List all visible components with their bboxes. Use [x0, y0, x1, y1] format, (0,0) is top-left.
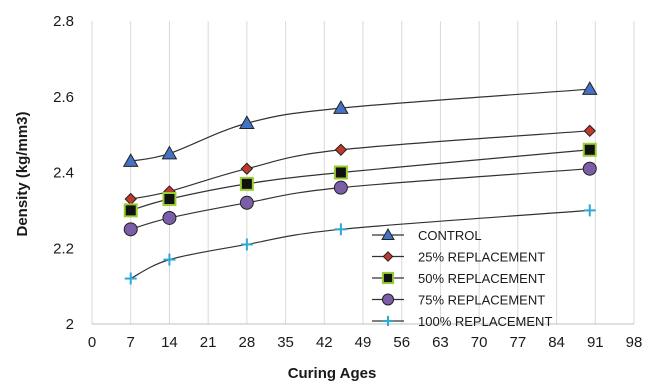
- data-point-s5-28: [240, 238, 253, 251]
- x-tick-label: 7: [127, 334, 135, 351]
- legend-marker-3: [381, 271, 395, 285]
- legend: CONTROL 25% REPLACEMENT 50% REPLACEMENT 75%…: [372, 228, 552, 329]
- data-point-s1-28: [238, 115, 255, 130]
- x-tick-label: 63: [432, 334, 449, 351]
- series-line-5: [130, 209, 590, 280]
- legend-label-3: 50% REPLACEMENT: [418, 271, 545, 286]
- x-tick-label: 0: [88, 334, 96, 351]
- legend-label-1: CONTROL: [418, 228, 482, 243]
- x-axis-label: Curing Ages: [288, 365, 377, 382]
- x-tick-label: 56: [393, 334, 410, 351]
- data-point-s5-14: [163, 253, 176, 266]
- legend-label-2: 25% REPLACEMENT: [418, 250, 545, 265]
- data-point-s1-7: [122, 153, 139, 167]
- y-tick-label: 2.8: [53, 13, 74, 30]
- legend-marker-2: [382, 251, 394, 262]
- data-point-s2-45: [334, 143, 348, 156]
- data-point-s2-28: [240, 162, 254, 175]
- data-point-s4-7: [123, 222, 138, 237]
- x-tick-label: 21: [200, 334, 217, 351]
- x-tick-label: 14: [161, 334, 178, 351]
- x-tick-label: 84: [548, 334, 565, 351]
- x-tick-label: 42: [316, 334, 333, 351]
- x-tick-label: 77: [510, 334, 527, 351]
- x-tick-label: 70: [471, 334, 488, 351]
- legend-label-4: 75% REPLACEMENT: [418, 293, 545, 308]
- data-point-s3-14: [162, 192, 177, 207]
- data-point-s1-14: [161, 145, 178, 160]
- y-tick-label: 2.4: [53, 165, 74, 182]
- data-point-s4-28: [239, 195, 254, 210]
- data-point-s2-7: [124, 192, 137, 206]
- data-point-s3-45: [333, 165, 348, 180]
- series-line-1: [130, 88, 590, 162]
- x-tick-label: 35: [277, 334, 294, 351]
- data-point-s5-90: [583, 204, 596, 217]
- data-point-s3-90: [582, 142, 597, 157]
- y-axis-label: Density (kg/mm3): [14, 111, 31, 236]
- axis-ticks: 0 7 14 21 28 35 42 49 56 63 70 77 84 91 98 2 2.2 2.4 2.6 2.…: [53, 13, 642, 351]
- data-point-s3-28: [239, 176, 254, 191]
- x-tick-label: 91: [587, 334, 604, 351]
- x-tick-label: 28: [239, 334, 256, 351]
- gridlines: [91, 21, 635, 325]
- y-tick-label: 2: [66, 316, 74, 333]
- data-point-s4-90: [582, 161, 597, 176]
- y-tick-label: 2.6: [53, 89, 74, 106]
- x-tick-label: 98: [626, 334, 643, 351]
- data-point-s4-14: [162, 210, 177, 225]
- series-group: [122, 81, 598, 285]
- data-point-s5-45: [334, 223, 347, 236]
- data-point-s2-90: [583, 124, 596, 138]
- data-point-s1-45: [333, 100, 349, 114]
- data-point-s4-45: [333, 180, 348, 195]
- legend-marker-1: [381, 228, 395, 240]
- legend-marker-4: [381, 293, 395, 306]
- series-line-3: [130, 149, 590, 211]
- x-tick-label: 49: [355, 334, 372, 351]
- data-point-s1-90: [581, 81, 598, 95]
- legend-marker-5: [382, 315, 394, 327]
- data-point-s5-7: [124, 272, 137, 285]
- data-point-s3-7: [123, 203, 138, 218]
- y-tick-label: 2.2: [53, 240, 74, 257]
- legend-label-5: 100% REPLACEMENT: [418, 314, 552, 329]
- series-line-4: [130, 168, 590, 230]
